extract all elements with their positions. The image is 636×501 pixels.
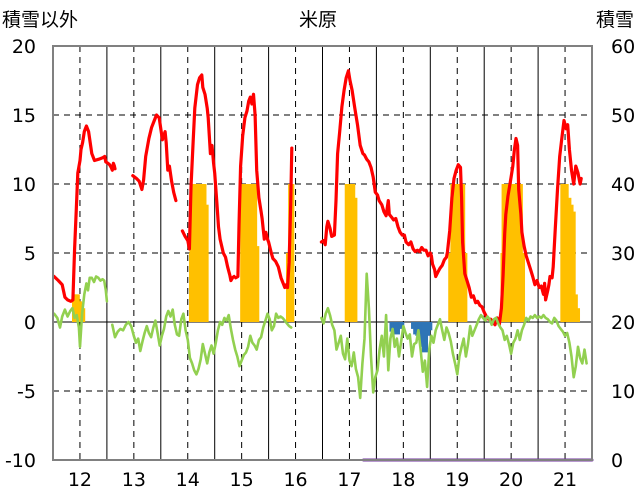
blue-bar [421,322,429,353]
snow-bar [573,308,581,322]
snow-bar [448,253,455,322]
y-left-tick-label: 10 [12,174,36,196]
snow-bar [569,211,576,322]
y-left-tick-label: 20 [12,36,36,58]
y-right-tick-label: 60 [611,36,635,58]
green-series-line [52,275,109,349]
y-left-tick-label: 15 [12,105,36,127]
axes [52,45,593,461]
red-series-line [234,92,288,290]
x-tick-label: 20 [499,469,523,491]
red-series-line [131,113,178,203]
x-tick-label: 18 [391,469,415,491]
x-tick-label: 19 [445,469,469,491]
y-left-axis-label: 積雪以外 [2,9,78,31]
y-left-tick-label: -10 [5,450,36,472]
x-tick-label: 14 [176,469,200,491]
y-left-tick-label: -5 [17,381,36,403]
x-tick-label: 17 [337,469,361,491]
grid [53,46,592,460]
snow-bar [518,253,526,322]
y-right-tick-label: 30 [611,243,635,265]
y-right-tick-label: 40 [611,174,635,196]
red-series-line [319,69,583,327]
red-series-line [52,124,117,303]
y-right-axis-label: 積雪 [596,9,634,31]
y-right-tick-label: 10 [611,381,635,403]
blue-bar [426,322,433,331]
y-right-tick-label: 0 [611,450,623,472]
x-tick-label: 13 [122,469,146,491]
x-tick-label: 16 [283,469,307,491]
red-series-line [180,73,236,283]
blue-bar [398,322,405,327]
y-right-tick-label: 20 [611,312,635,334]
snow-bar [188,253,196,322]
x-tick-label: 21 [553,469,577,491]
green-series-line [111,308,293,376]
x-tick-label: 12 [68,469,92,491]
snow-bar [461,253,468,322]
snow-bar [202,204,209,322]
red-series-line [285,146,294,290]
plot-frame [52,45,593,461]
snow-bar [253,246,260,322]
snow-bar [75,301,82,322]
y-left-tick-label: 5 [24,243,36,265]
snow-bar [351,197,358,322]
x-tick-label: 15 [230,469,254,491]
y-right-tick-label: 50 [611,105,635,127]
green-series-line [320,272,588,400]
y-left-tick-label: 0 [24,312,36,334]
chart-title: 米原 [299,9,337,31]
